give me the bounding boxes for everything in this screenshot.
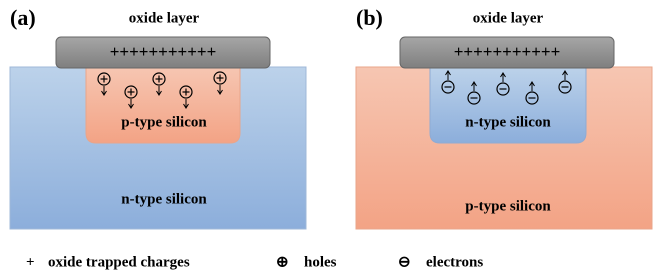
n-region	[430, 67, 586, 143]
diagram: (a) oxide layer +++++++++++ p-type silic…	[0, 0, 662, 274]
legend-label: electrons	[426, 254, 483, 270]
oxide-charges: +++++++++++	[110, 42, 217, 61]
panel-label: (b)	[356, 5, 383, 30]
legend-label: oxide trapped charges	[48, 254, 190, 270]
region-label: p-type silicon	[121, 114, 207, 130]
region-label: n-type silicon	[121, 191, 207, 207]
legend-symbol: ⊕	[276, 254, 289, 270]
region-label: p-type silicon	[465, 198, 551, 214]
oxide-label: oxide layer	[473, 10, 544, 26]
oxide-charges: +++++++++++	[454, 42, 561, 61]
legend-label: holes	[304, 254, 337, 270]
legend-symbol: +	[26, 254, 35, 270]
panel-label: (a)	[10, 5, 36, 30]
legend-symbol: ⊖	[398, 254, 411, 270]
region-label: n-type silicon	[465, 114, 551, 130]
oxide-label: oxide layer	[129, 10, 200, 26]
